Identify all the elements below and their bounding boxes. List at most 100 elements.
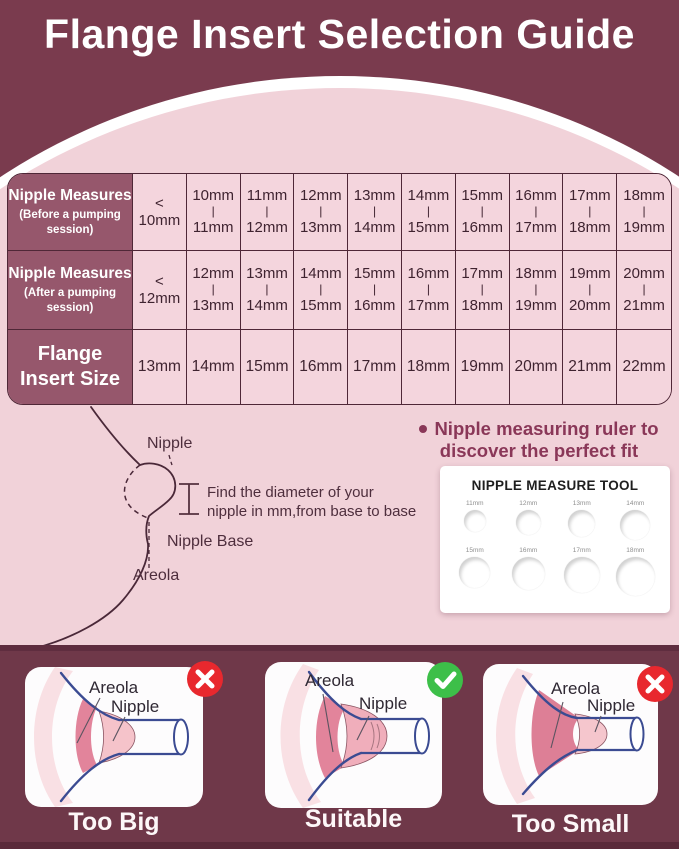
areola-label: Areola <box>305 671 355 690</box>
nipple-leader-line <box>356 715 370 741</box>
flange-tunnel-end <box>173 718 189 756</box>
table-cell: 16mm | 17mm <box>509 174 564 251</box>
size-table: Nipple Measures (Before a pumping sessio… <box>7 173 672 405</box>
hole-circle <box>463 510 486 532</box>
areola-leader-line <box>550 701 564 749</box>
measure-hole: 17mm <box>555 547 609 593</box>
table-cell: 15mm | 16mm <box>455 174 510 251</box>
areola-leader-line <box>76 697 101 744</box>
measure-hole: 12mm <box>502 500 556 535</box>
table-cell: 12mm | 13mm <box>294 174 349 251</box>
fit-caption-too-small: Too Small <box>511 810 630 838</box>
table-cell: 18mm <box>401 330 456 404</box>
breast-fan <box>34 667 73 807</box>
table-cell: < 10mm <box>133 174 187 251</box>
fit-card-too-big: Areola Nipple <box>25 667 203 807</box>
table-cell: 16mm | 17mm <box>401 251 456 330</box>
flange-tunnel <box>119 718 181 756</box>
flange-tunnel-end <box>629 716 645 752</box>
areola-shape <box>75 699 97 773</box>
areola-dashed-arc <box>123 464 149 519</box>
table-cell: 13mm <box>133 330 187 404</box>
flange-tunnel-end <box>414 717 430 755</box>
flange-diagram-too-small <box>496 668 645 804</box>
nipple-leader-line <box>594 715 602 733</box>
table-cell: 15mm | 16mm <box>348 251 402 330</box>
measure-hole: 16mm <box>502 547 556 590</box>
table-cell: 20mm | 21mm <box>617 251 671 330</box>
table-cell: 19mm | 20mm <box>563 251 618 330</box>
table-cell: 15mm <box>240 330 295 404</box>
table-cell: 13mm | 14mm <box>348 174 402 251</box>
table-cell: 19mm <box>455 330 510 404</box>
table-cell: 17mm | 18mm <box>563 174 618 251</box>
row-header-after: Nipple Measures (After a pumping session… <box>8 251 133 330</box>
nipple-label: Nipple <box>587 696 636 715</box>
measure-hole: 14mm <box>609 500 663 540</box>
table-cell: 14mm | 15mm <box>401 174 456 251</box>
table-cell: 12mm | 13mm <box>186 251 241 330</box>
table-cell: < 12mm <box>133 251 187 330</box>
nipple-leader-line <box>112 716 126 742</box>
hole-circle <box>515 510 541 535</box>
breast-curve <box>35 406 177 649</box>
areola-label: Areola <box>89 678 139 697</box>
table-cell: 21mm <box>563 330 618 404</box>
table-cell: 11mm | 12mm <box>240 174 295 251</box>
fit-card-too-small: Areola Nipple <box>483 664 658 805</box>
row-header-flange-size: Flange Insert Size <box>8 330 133 404</box>
table-cell: 16mm <box>294 330 349 404</box>
flange-funnel-bottom <box>307 751 363 802</box>
row-header-after-subtitle: (After a pumping session) <box>24 286 116 314</box>
fit-caption-suitable: Suitable <box>304 805 403 833</box>
nipple-label: Nipple <box>147 435 193 452</box>
ruler-note: Nipple measuring ruler to discover the p… <box>408 418 670 462</box>
table-cell: 18mm | 19mm <box>617 174 671 251</box>
error-icon <box>637 666 673 702</box>
flange-funnel-top <box>307 670 363 721</box>
nipple-base-label: Nipple Base <box>167 533 254 550</box>
table-cell: 17mm | 18mm <box>455 251 510 330</box>
flange-tunnel <box>361 717 422 755</box>
hole-circle <box>620 510 651 540</box>
hole-circle <box>615 557 655 596</box>
nipple-shape <box>574 713 608 755</box>
nipple-leader-dashed <box>168 454 173 466</box>
flange-funnel-bottom <box>521 748 579 796</box>
table-cell: 14mm <box>186 330 241 404</box>
fit-caption-too-big: Too Big <box>68 808 160 836</box>
page-title: Flange Insert Selection Guide <box>44 11 635 57</box>
table-cell: 20mm <box>509 330 564 404</box>
row-header-before-subtitle: (Before a pumping session) <box>19 208 121 236</box>
success-icon <box>427 662 463 698</box>
tool-row-2: 15mm 16mm 17mm 18mm <box>440 547 670 596</box>
row-header-before: Nipple Measures (Before a pumping sessio… <box>8 174 133 251</box>
table-cell: 14mm | 15mm <box>294 251 349 330</box>
table-cell: 22mm <box>617 330 671 404</box>
fit-card-suitable: Areola Nipple <box>265 662 442 808</box>
tool-row-1: 11mm 12mm 13mm 14mm <box>440 500 670 540</box>
row-header-before-title: Nipple Measures <box>8 187 132 205</box>
flange-funnel-top <box>59 671 121 722</box>
flange-funnel-bottom <box>59 752 121 803</box>
nipple-label: Nipple <box>111 697 160 716</box>
bullet-icon <box>419 425 428 433</box>
nipple-label: Nipple <box>359 694 408 713</box>
error-icon <box>187 661 223 697</box>
flange-tunnel <box>577 716 637 752</box>
breast-fan <box>280 664 321 808</box>
areola-leader-line <box>322 693 334 753</box>
breast-profile-diagram <box>35 406 199 649</box>
breast-fan <box>496 668 535 804</box>
divider-strip <box>0 842 679 849</box>
measure-hole: 11mm <box>448 500 502 532</box>
divider-strip <box>0 645 679 651</box>
row-header-after-title: Nipple Measures <box>8 265 132 283</box>
flange-funnel-top <box>521 674 579 720</box>
areola-label: Areola <box>551 679 601 698</box>
table-cell: 17mm <box>348 330 402 404</box>
measure-hole: 18mm <box>609 547 663 596</box>
table-cell: 18mm | 19mm <box>509 251 564 330</box>
table-cell: 10mm | 11mm <box>186 174 241 251</box>
